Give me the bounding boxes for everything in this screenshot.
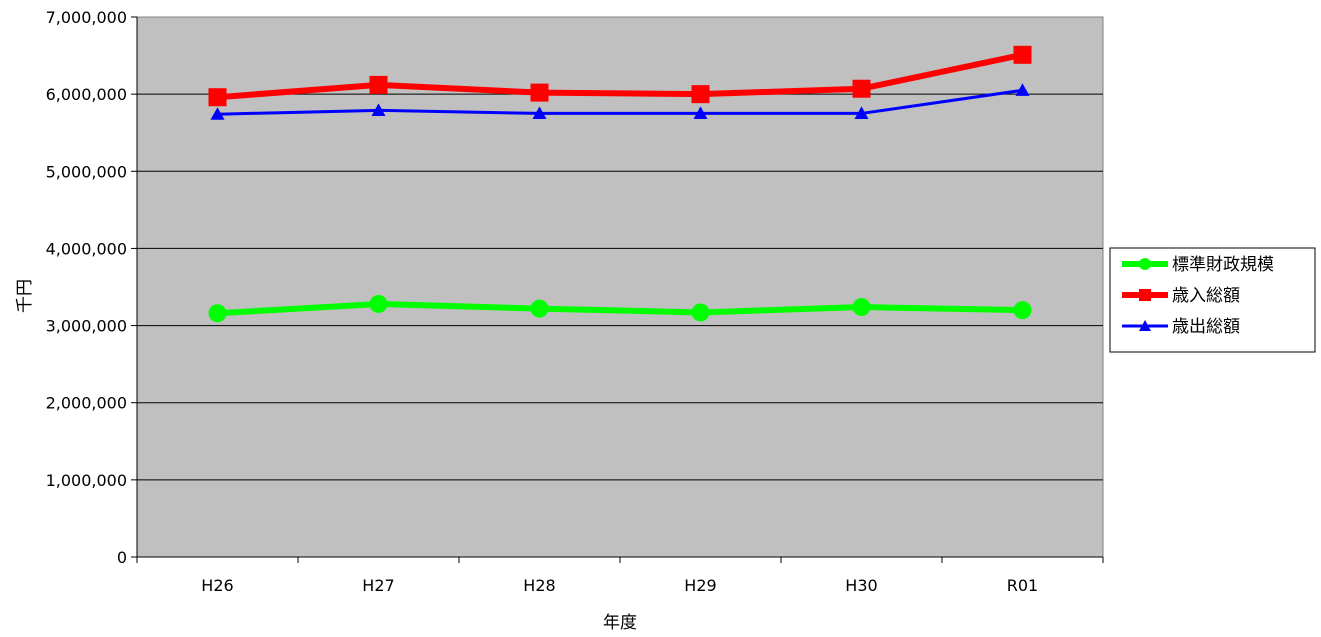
- data-point: [210, 107, 225, 120]
- series-line: [217, 300, 1023, 317]
- y-tick-label: 4,000,000: [46, 239, 127, 258]
- data-point: [208, 304, 227, 323]
- series-2: [210, 83, 1030, 120]
- x-axis-title: 年度: [603, 613, 637, 633]
- data-point: [693, 106, 708, 120]
- series-line: [217, 51, 1024, 101]
- y-axis: 0 1,000,000 2,000,000 3,000,000 4,000,000 5,0…: [46, 8, 138, 567]
- y-axis-title: 千円: [15, 279, 35, 313]
- y-tick-label: 6,000,000: [46, 85, 127, 104]
- data-point: [691, 85, 710, 104]
- data-point: [854, 106, 869, 120]
- data-point: [1013, 45, 1032, 64]
- legend-label: 歳出総額: [1172, 317, 1240, 337]
- legend-marker: [1139, 258, 1151, 270]
- x-tick-label: H29: [684, 576, 716, 595]
- y-tick-label: 5,000,000: [46, 162, 127, 181]
- x-tick-label: H26: [201, 576, 233, 595]
- y-tick-label: 1,000,000: [46, 471, 127, 490]
- data-point: [371, 103, 386, 116]
- legend-marker: [1139, 289, 1151, 301]
- plot-area: [136, 16, 1104, 558]
- data-point: [369, 294, 388, 313]
- series-group: [208, 45, 1032, 323]
- x-tick-label: R01: [1007, 576, 1038, 595]
- data-point: [530, 83, 549, 102]
- data-point: [208, 88, 227, 107]
- data-point: [1015, 83, 1030, 96]
- data-point: [369, 75, 388, 94]
- series-0: [208, 294, 1032, 323]
- x-tick-label: H27: [362, 576, 394, 595]
- legend-item: 歳入総額: [1122, 286, 1240, 306]
- y-tick-label: 7,000,000: [46, 8, 127, 27]
- data-point: [532, 106, 547, 120]
- legend-item: 標準財政規模: [1122, 255, 1274, 275]
- x-axis: H26 H27 H28 H29 H30 R01: [136, 556, 1104, 595]
- legend-marker: [1139, 320, 1151, 331]
- series-line: [217, 88, 1023, 116]
- data-point: [530, 299, 549, 318]
- y-tick-label: 3,000,000: [46, 317, 127, 336]
- x-tick-label: H28: [523, 576, 555, 595]
- y-tick-label: 2,000,000: [46, 394, 127, 413]
- y-tick-label: 0: [117, 548, 127, 567]
- data-point: [1013, 301, 1032, 320]
- data-point: [691, 303, 710, 322]
- legend-label: 歳入総額: [1172, 286, 1240, 306]
- data-point: [852, 298, 871, 317]
- series-1: [208, 45, 1032, 107]
- legend-item: 歳出総額: [1122, 317, 1240, 337]
- x-tick-label: H30: [845, 576, 877, 595]
- legend-label: 標準財政規模: [1172, 255, 1274, 275]
- data-point: [852, 79, 871, 98]
